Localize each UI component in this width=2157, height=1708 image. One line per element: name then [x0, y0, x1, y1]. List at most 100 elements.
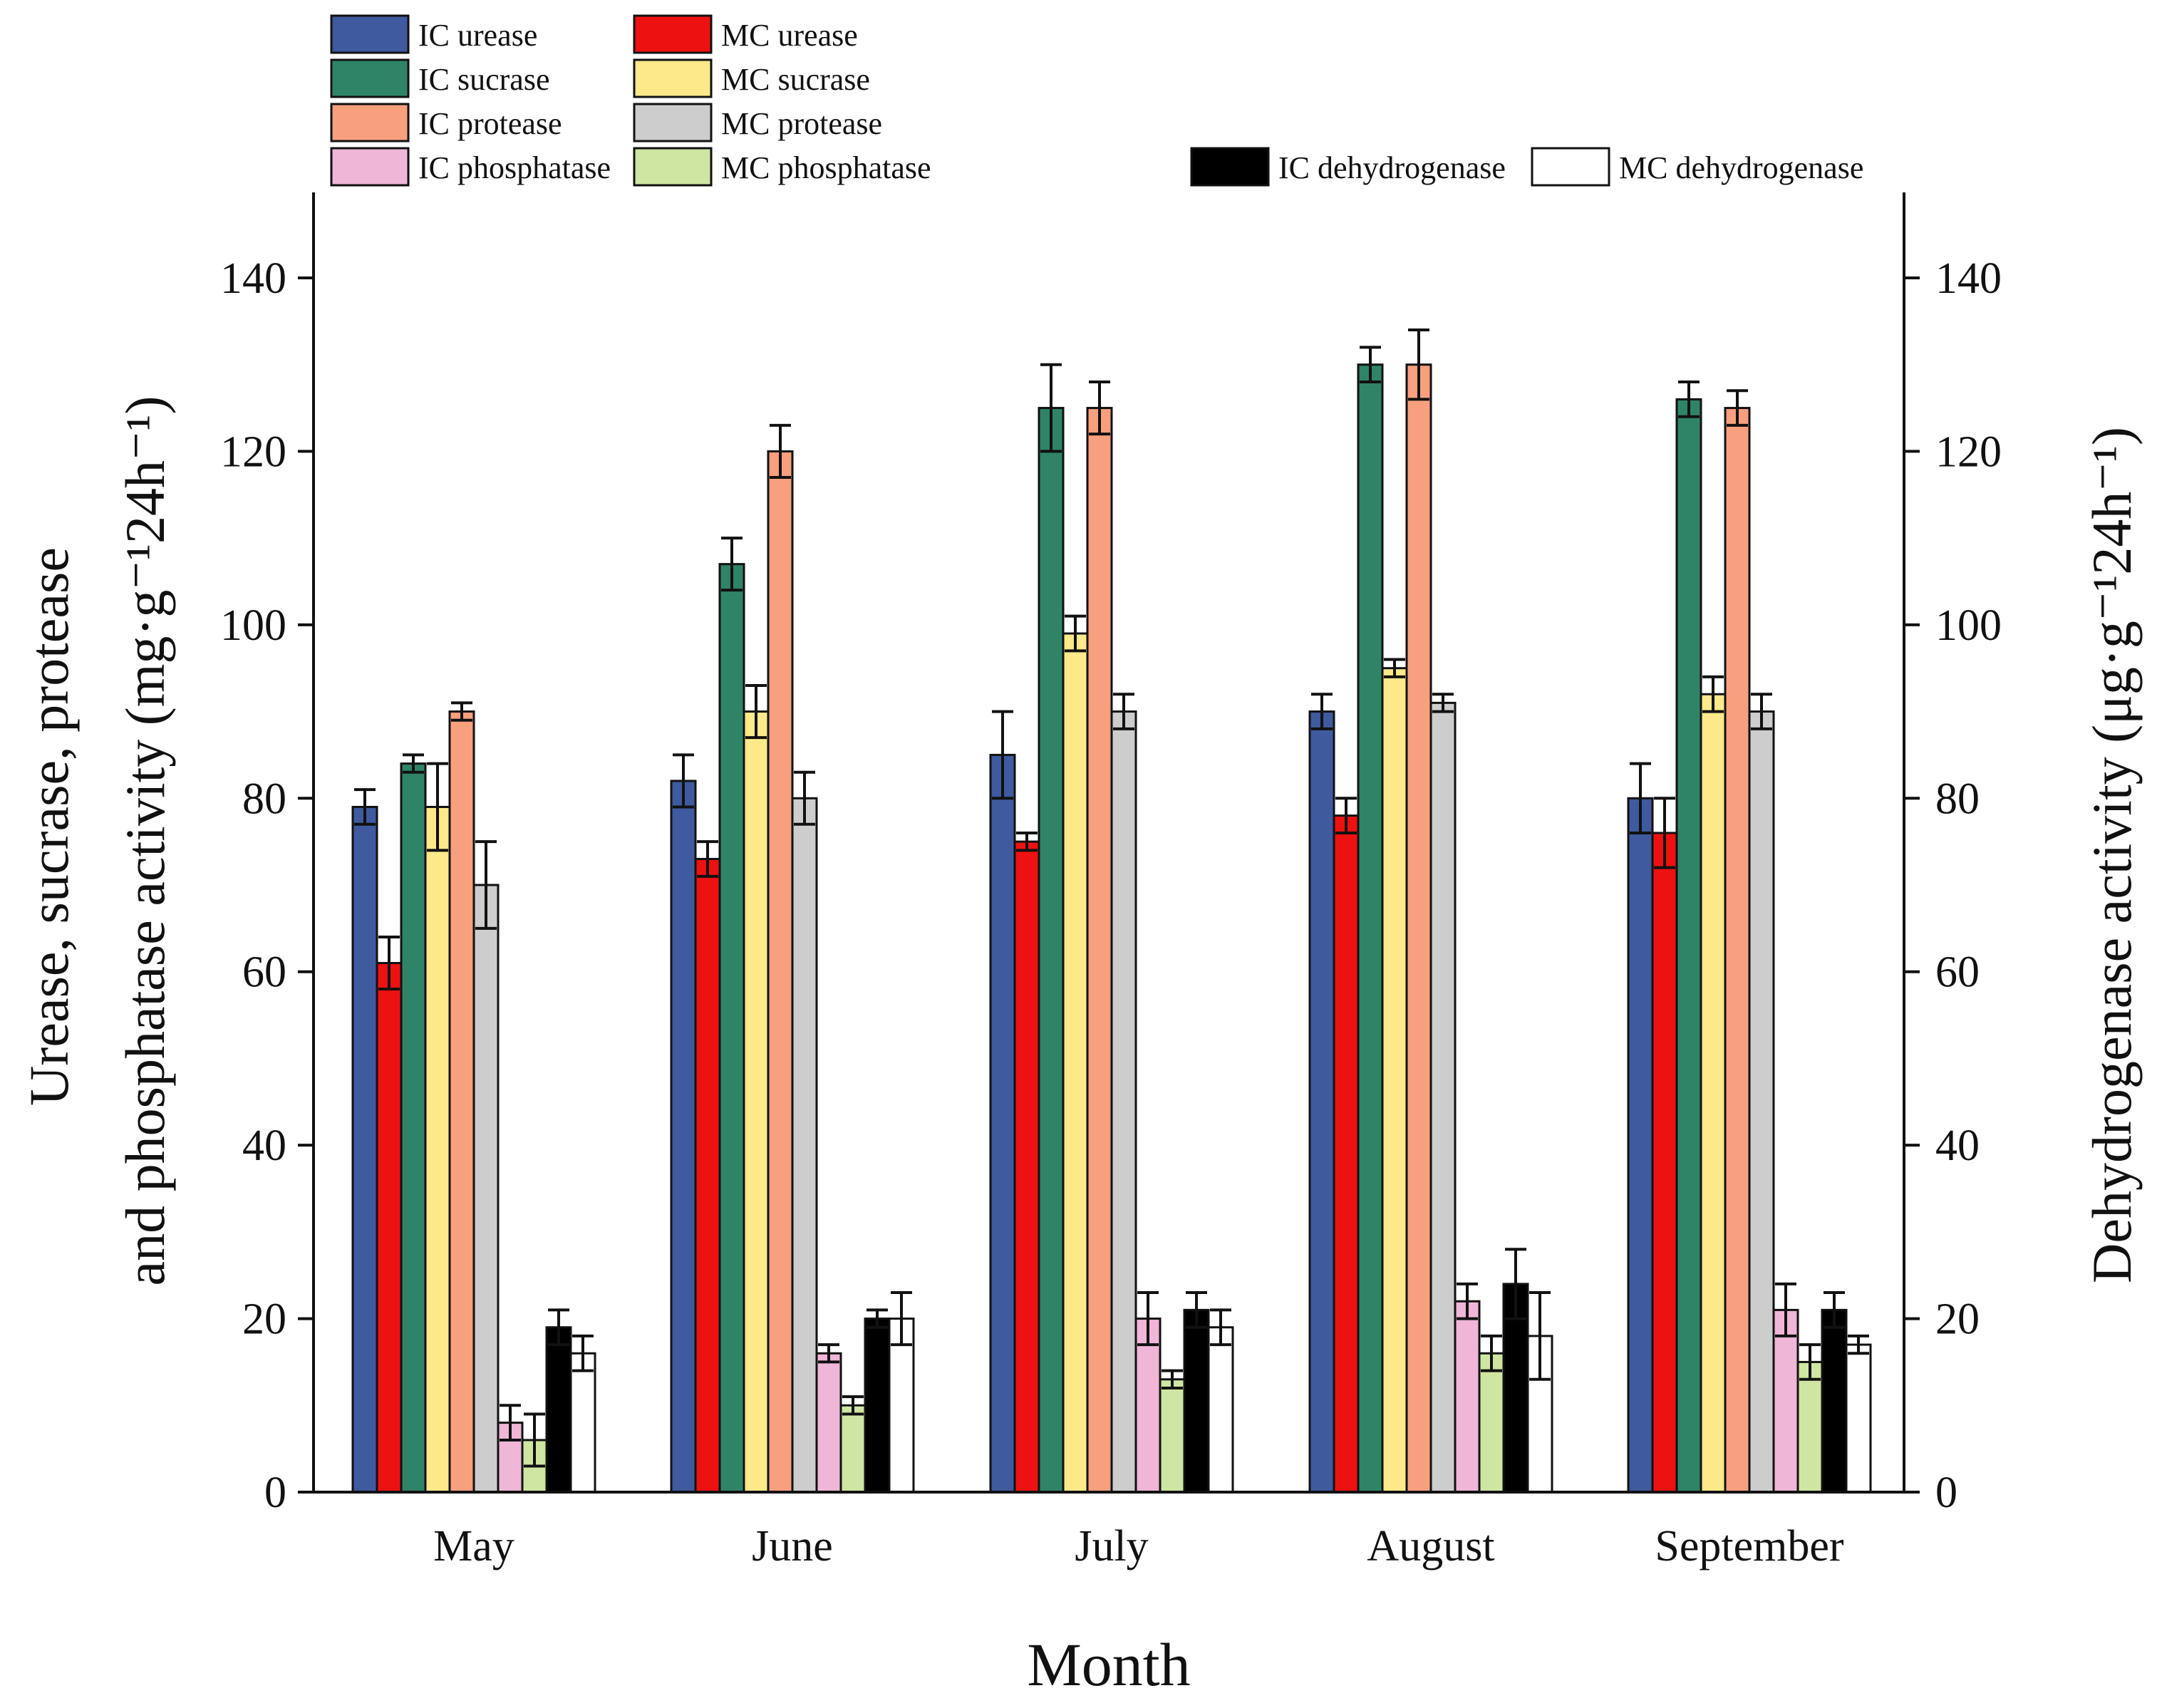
legend-label-mc-dehydrogenase: MC dehydrogenase [1619, 150, 1863, 185]
error-bar-ic-sucrase-september [1678, 381, 1700, 418]
y-ticks-left: 0 20 40 60 80 100 120 140 [220, 254, 314, 1517]
y-tick-label-right: 20 [1935, 1295, 1980, 1344]
legend-swatch-ic-sucrase [330, 58, 410, 98]
bar-ic-dehydrogenase-july [1183, 1308, 1210, 1494]
bar-ic-protease-may [448, 710, 475, 1494]
bar-mc-phosphatase-july [1159, 1378, 1186, 1494]
y-axis-title-left-line1: Urease, sucrase, protease [18, 547, 80, 1106]
x-category-label-may: May [433, 1522, 514, 1570]
bar-ic-dehydrogenase-september [1821, 1308, 1848, 1494]
y-axis-title-left-line2: and phosphatase activity (mg·g⁻¹24h⁻¹) [114, 396, 176, 1286]
bar-mc-protease-may [472, 884, 500, 1494]
bar-ic-phosphatase-august [1454, 1300, 1481, 1494]
bar-ic-urease-august [1308, 710, 1335, 1494]
error-bar-mc-sucrase-august [1384, 658, 1405, 678]
legend-label-ic-protease: IC protease [418, 106, 562, 141]
legend-item-mc-sucrase: MC sucrase [633, 58, 870, 98]
bar-ic-urease-september [1627, 797, 1654, 1494]
bar-ic-protease-august [1405, 363, 1432, 1494]
bar-mc-urease-august [1333, 814, 1360, 1494]
error-bar-mc-protease-september [1751, 693, 1772, 730]
y-ticks-right: 0 20 40 60 80 100 120 140 [1904, 254, 2002, 1517]
legend-swatch-ic-urease [330, 14, 410, 54]
y-tick-label-left: 0 [264, 1469, 286, 1517]
error-bar-mc-dehydrogenase-september [1848, 1334, 1869, 1355]
bar-mc-phosphatase-june [839, 1404, 867, 1494]
error-bar-ic-urease-august [1311, 693, 1333, 730]
error-bar-ic-protease-july [1089, 381, 1110, 436]
y-tick-label-right: 140 [1935, 254, 2002, 303]
bar-ic-sucrase-july [1038, 407, 1065, 1494]
legend-swatch-ic-dehydrogenase [1190, 147, 1270, 187]
error-bar-ic-urease-june [673, 753, 694, 809]
bar-ic-phosphatase-june [815, 1352, 842, 1494]
y-tick-label-left: 40 [242, 1122, 286, 1170]
error-bar-mc-urease-july [1016, 831, 1038, 852]
legend-label-ic-urease: IC urease [418, 18, 537, 53]
bar-mc-protease-july [1110, 710, 1137, 1494]
legend-item-ic-phosphatase: IC phosphatase [330, 147, 611, 187]
y-tick-label-left: 120 [220, 428, 286, 476]
axes-group [312, 192, 1905, 1494]
y-tick-label-right: 100 [1935, 601, 2002, 650]
y-tick-label-left: 140 [220, 254, 286, 303]
error-bar-mc-urease-august [1335, 797, 1357, 834]
x-category-label-july: July [1075, 1522, 1148, 1570]
y-tick-label-left: 20 [242, 1295, 286, 1344]
bar-mc-phosphatase-september [1796, 1360, 1824, 1494]
legend-item-mc-dehydrogenase: MC dehydrogenase [1531, 147, 1863, 187]
x-category-label-august: August [1367, 1522, 1494, 1570]
error-bar-mc-dehydrogenase-june [891, 1291, 912, 1347]
legend-label-mc-phosphatase: MC phosphatase [721, 150, 931, 185]
error-bar-mc-protease-june [794, 770, 815, 826]
error-bar-mc-protease-may [475, 840, 497, 930]
bar-mc-sucrase-may [424, 805, 451, 1494]
error-bar-ic-dehydrogenase-august [1505, 1248, 1526, 1320]
legend-item-ic-sucrase: IC sucrase [330, 58, 550, 98]
legend-item-ic-protease: IC protease [330, 103, 562, 143]
x-category-label-september: September [1655, 1522, 1843, 1570]
error-bar-mc-phosphatase-june [842, 1395, 864, 1416]
error-bar-mc-urease-june [697, 840, 718, 878]
bar-ic-sucrase-may [400, 762, 427, 1494]
legend-item-ic-urease: IC urease [330, 14, 537, 54]
legend-label-ic-sucrase: IC sucrase [418, 62, 550, 97]
error-bar-ic-sucrase-july [1040, 363, 1062, 453]
bar-ic-dehydrogenase-may [545, 1326, 572, 1494]
error-bar-mc-dehydrogenase-may [572, 1334, 594, 1372]
legend-label-mc-urease: MC urease [721, 18, 858, 53]
bar-mc-sucrase-june [743, 710, 770, 1494]
error-bar-mc-urease-september [1654, 797, 1675, 869]
bars-group [351, 328, 1872, 1494]
bar-mc-dehydrogenase-may [569, 1352, 596, 1494]
bar-mc-urease-may [376, 962, 403, 1494]
bar-mc-protease-september [1748, 710, 1775, 1494]
legend-label-ic-phosphatase: IC phosphatase [418, 150, 611, 185]
bar-mc-sucrase-september [1700, 693, 1727, 1494]
legend-swatch-mc-sucrase [633, 58, 713, 98]
y-axis-title-right: Dehydrogenase activity (μg·g⁻¹24h⁻¹) [2081, 427, 2143, 1283]
error-bar-mc-protease-july [1113, 693, 1134, 730]
x-category-label-june: June [752, 1522, 833, 1570]
error-bar-ic-protease-september [1727, 389, 1748, 427]
y-tick-label-right: 120 [1935, 428, 2002, 476]
error-bar-mc-protease-august [1432, 693, 1454, 713]
bar-mc-urease-june [694, 857, 721, 1494]
legend-swatch-ic-protease [330, 103, 410, 143]
error-bar-ic-phosphatase-august [1457, 1282, 1478, 1320]
error-bar-mc-sucrase-june [745, 684, 767, 740]
error-bar-ic-phosphatase-may [500, 1404, 521, 1442]
error-bar-ic-phosphatase-june [818, 1343, 839, 1364]
error-bar-ic-dehydrogenase-july [1186, 1291, 1207, 1329]
bar-ic-urease-june [670, 780, 697, 1494]
bar-mc-protease-august [1429, 701, 1457, 1494]
error-bar-ic-dehydrogenase-june [867, 1308, 888, 1329]
bar-ic-protease-june [767, 450, 794, 1494]
bar-mc-protease-june [791, 797, 818, 1494]
bar-mc-sucrase-july [1062, 632, 1089, 1494]
legend-item-mc-protease: MC protease [633, 103, 882, 143]
error-bar-ic-protease-may [451, 701, 472, 722]
error-bar-mc-dehydrogenase-july [1210, 1308, 1231, 1347]
error-bar-ic-sucrase-may [403, 753, 424, 774]
